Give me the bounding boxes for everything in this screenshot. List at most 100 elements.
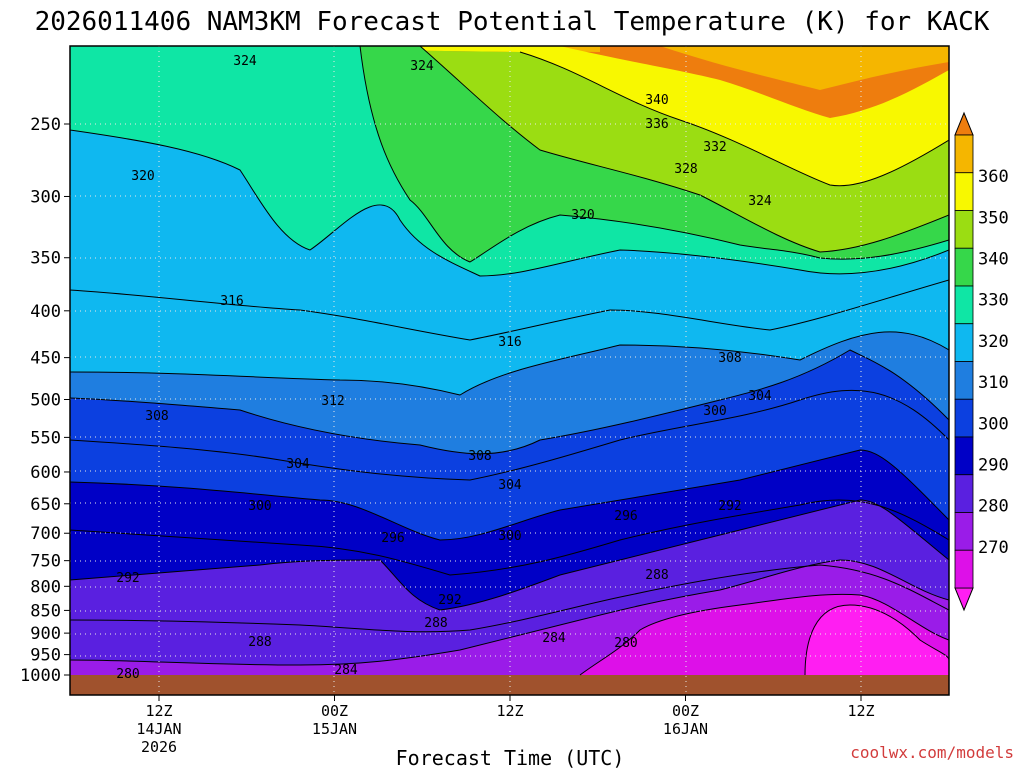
contour-label: 324	[748, 194, 772, 209]
y-tick-label: 850	[30, 601, 61, 621]
colorbar-tick-label: 350	[978, 208, 1009, 228]
colorbar-tick-label: 270	[978, 538, 1009, 558]
y-tick-label: 250	[30, 115, 61, 135]
y-tick-label: 650	[30, 495, 61, 515]
contour-label: 304	[286, 457, 310, 472]
colorbar-tick-label: 340	[978, 250, 1009, 270]
contour-label: 284	[542, 631, 566, 646]
x-tick-year: 2026	[141, 738, 177, 756]
y-tick-label: 950	[30, 646, 61, 666]
contour-label: 292	[718, 499, 741, 514]
surface-band	[70, 675, 949, 695]
band-330	[70, 46, 949, 252]
contour-label: 340	[645, 93, 668, 108]
colorbar-tick-label: 310	[978, 373, 1009, 393]
contour-label: 332	[703, 140, 726, 155]
colorbar-segment	[954, 172, 974, 211]
band-320	[360, 46, 949, 262]
band-260	[70, 500, 949, 665]
x-tick-date: 16JAN	[663, 720, 708, 738]
band-230	[805, 605, 949, 675]
y-tick-label: 400	[30, 302, 61, 322]
y-tick-label: 600	[30, 463, 61, 483]
x-tick-label: 12Z	[847, 702, 874, 720]
contour-label: 328	[674, 162, 697, 177]
contour-label: 324	[233, 54, 257, 69]
colorbar-segment	[954, 398, 974, 438]
contour-label: 316	[220, 294, 243, 309]
gridlines	[70, 46, 949, 695]
band-280	[70, 350, 949, 540]
y-tick-label: 750	[30, 552, 61, 572]
contour-label: 288	[248, 635, 271, 650]
contour-label: 304	[498, 478, 522, 493]
y-tick-label: 350	[30, 249, 61, 269]
contour-label: 336	[645, 117, 668, 132]
contour-label: 320	[571, 208, 594, 223]
contour-label: 296	[381, 531, 404, 546]
y-tick-label: 700	[30, 524, 61, 544]
x-tick-label: 12Z	[496, 702, 523, 720]
contour-label: 308	[718, 351, 741, 366]
y-tick-label: 550	[30, 428, 61, 448]
contour-label: 292	[116, 571, 139, 586]
colorbar-arrow-bottom	[954, 587, 974, 612]
band-350	[70, 46, 949, 90]
contour-label: 288	[424, 616, 447, 631]
contour-label: 320	[131, 169, 154, 184]
contour-label: 312	[321, 394, 344, 409]
x-tick-date: 15JAN	[312, 720, 357, 738]
colorbar-segment	[954, 285, 974, 325]
y-tick-label: 800	[30, 577, 61, 597]
x-tick-label: 12Z	[145, 702, 172, 720]
colorbar-segment	[954, 210, 974, 249]
contour-label: 288	[645, 568, 668, 583]
contour-label: 284	[334, 663, 358, 678]
band-290	[70, 331, 949, 454]
colorbar-segment	[954, 323, 974, 362]
colorbar-segment	[954, 474, 974, 513]
y-tick-label: 300	[30, 187, 61, 207]
contour-label: 308	[468, 449, 491, 464]
y-tick-label: 500	[30, 391, 61, 411]
colorbar-tick-label: 360	[978, 167, 1009, 187]
colorbar-segment	[954, 549, 974, 589]
y-tick-label: 900	[30, 624, 61, 644]
y-tick-label: 1000	[20, 666, 61, 686]
y-tick-label: 450	[30, 349, 61, 369]
x-axis-label: Forecast Time (UTC)	[396, 746, 625, 768]
credit-link[interactable]: coolwx.com/models	[850, 743, 1014, 762]
colorbar-tick-label: 330	[978, 291, 1009, 311]
contour-label: 292	[438, 593, 461, 608]
plot-area	[69, 45, 950, 696]
band-300	[70, 130, 949, 395]
colorbar-tick-label: 320	[978, 332, 1009, 352]
colorbar-segment	[954, 134, 974, 174]
x-tick-label: 00Z	[321, 702, 348, 720]
y-axis: 250 300 350 400 450 500 550 600 650 700 750 800 850 9…	[20, 115, 70, 686]
band-310	[70, 46, 949, 276]
colorbar-segment	[954, 436, 974, 476]
contour-label: 304	[748, 389, 772, 404]
band-270	[70, 450, 949, 610]
contour-label: 296	[614, 509, 637, 524]
colorbar-segment	[954, 247, 974, 287]
band-250	[70, 560, 949, 675]
contour-label: 280	[116, 667, 139, 682]
contour-label: 300	[703, 404, 726, 419]
x-tick-date: 14JAN	[136, 720, 181, 738]
colorbar-segment	[954, 361, 974, 400]
colorbar: 360 350 340 330 320 310 300 290 280 270	[954, 111, 1009, 612]
contour-label: 316	[498, 335, 521, 350]
colorbar-tick-label: 300	[978, 414, 1009, 434]
x-tick-label: 00Z	[672, 702, 699, 720]
chart-title: 2026011406 NAM3KM Forecast Potential Tem…	[35, 7, 990, 37]
contour-label: 324	[410, 59, 434, 74]
colorbar-arrow-top	[954, 111, 974, 136]
colorbar-tick-label: 280	[978, 497, 1009, 517]
contour-label: 300	[248, 499, 271, 514]
contour-labels: 324 324 340 336 332 328 324 320 320 316 316 312 308 3…	[116, 54, 772, 682]
colorbar-tick-label: 290	[978, 455, 1009, 475]
